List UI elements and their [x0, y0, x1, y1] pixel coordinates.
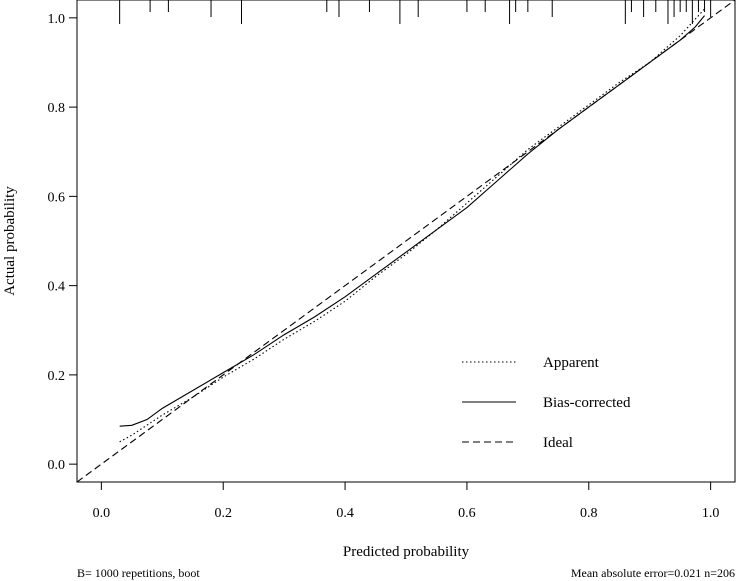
- legend-label-bias-corrected: Bias-corrected: [543, 395, 631, 411]
- x-tick-label-4: 0.8: [580, 506, 598, 521]
- y-axis-title: Actual probability: [2, 186, 18, 296]
- legend-label-apparent: Apparent: [543, 355, 600, 371]
- x-tick-label-1: 0.2: [214, 506, 232, 521]
- y-tick-label-3: 0.6: [48, 190, 66, 205]
- y-tick-label-5: 1.0: [48, 12, 66, 27]
- series-line-ideal: [77, 0, 735, 482]
- x-tick-label-2: 0.4: [336, 506, 354, 521]
- legend-label-ideal: Ideal: [543, 435, 573, 451]
- series-lines: [77, 0, 735, 482]
- x-axis: 0.0 0.2 0.4 0.6 0.8 1.0: [93, 482, 720, 521]
- x-tick-label-3: 0.6: [458, 506, 476, 521]
- series-line-bias-corrected: [119, 15, 705, 427]
- y-tick-label-2: 0.4: [48, 280, 66, 295]
- x-axis-title: Predicted probability: [343, 544, 470, 560]
- rug-ticks: [119, 0, 712, 24]
- series-line-apparent: [119, 8, 705, 443]
- legend: Apparent Bias-corrected Ideal: [462, 355, 631, 451]
- x-tick-label-0: 0.0: [93, 506, 111, 521]
- x-tick-label-5: 1.0: [702, 506, 720, 521]
- y-tick-label-4: 0.8: [48, 101, 66, 116]
- y-tick-label-0: 0.0: [48, 458, 66, 473]
- footnote-repetitions: B= 1000 repetitions, boot: [77, 566, 200, 580]
- plot-frame: [76, 0, 736, 483]
- y-axis: 0.0 0.2 0.4 0.6 0.8 1.0: [48, 12, 77, 473]
- y-tick-label-1: 0.2: [48, 369, 66, 384]
- footnote-mean-absolute-error: Mean absolute error=0.021 n=206: [571, 566, 735, 580]
